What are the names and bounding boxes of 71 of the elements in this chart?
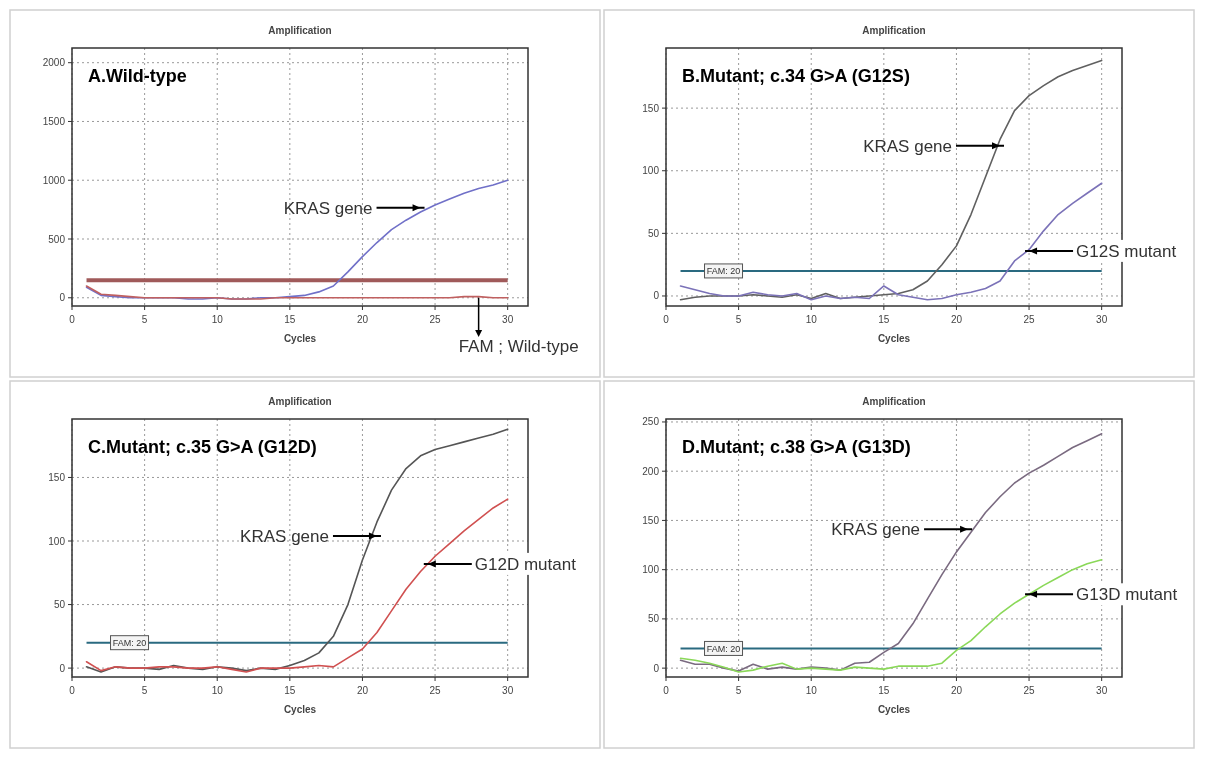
chart-title: Amplification [268, 396, 332, 407]
x-tick-label: 5 [141, 685, 148, 696]
annotation: G13D mutant [1076, 585, 1178, 605]
annotation: FAM ; Wild-type [458, 337, 579, 356]
y-tick-label: 150 [48, 471, 66, 483]
chart-title: Amplification [268, 25, 332, 36]
x-axis-title: Cycles [283, 704, 317, 715]
y-tick-label: 2000 [42, 57, 66, 69]
y-tick-label: 50 [647, 613, 660, 625]
y-tick-label: 100 [642, 165, 660, 177]
text: D.Mutant; c.38 G>A (G13D) [682, 437, 911, 457]
x-tick-label: 20 [950, 314, 963, 325]
x-tick-label: 0 [663, 685, 670, 696]
y-tick-label: 1500 [42, 115, 66, 127]
text: A.Wild-type [88, 66, 187, 86]
x-tick-label: 30 [1096, 685, 1108, 696]
x-tick-label: 15 [878, 685, 890, 696]
x-tick-label: 25 [429, 685, 442, 696]
x-tick-label: 25 [429, 314, 442, 325]
y-tick-label: 50 [647, 227, 660, 239]
x-tick-label: 15 [284, 314, 296, 325]
x-tick-label: 10 [805, 685, 818, 696]
x-axis-title: Cycles [877, 704, 911, 715]
x-tick-label: 10 [211, 685, 224, 696]
x-tick-label: 10 [805, 314, 818, 325]
x-tick-label: 30 [502, 685, 514, 696]
x-tick-label: 5 [735, 685, 742, 696]
annotation: KRAS gene [240, 526, 329, 546]
y-tick-label: 0 [59, 662, 66, 674]
x-tick-label: 30 [1096, 314, 1108, 325]
x-tick-label: 25 [1023, 314, 1036, 325]
y-tick-label: 100 [48, 535, 66, 547]
y-tick-label: 0 [59, 292, 66, 304]
x-axis-title: Cycles [877, 333, 911, 344]
x-tick-label: 15 [878, 314, 890, 325]
annotation: G12D mutant [474, 554, 577, 574]
y-tick-label: 50 [53, 599, 66, 611]
x-tick-label: 0 [69, 314, 76, 325]
x-axis-title: Cycles [283, 333, 317, 344]
chart-title: Amplification [862, 396, 926, 407]
x-tick-label: 20 [950, 685, 963, 696]
y-tick-label: 500 [48, 233, 66, 245]
text: C.Mutant; c.35 G>A (G12D) [88, 437, 317, 457]
x-tick-label: 5 [141, 314, 148, 325]
x-tick-label: 5 [735, 314, 742, 325]
chart-title: Amplification [862, 25, 926, 36]
x-tick-label: 25 [1023, 685, 1036, 696]
ref-line-label: FAM: 20 [112, 638, 147, 649]
y-tick-label: 150 [642, 102, 660, 114]
annotation: G12S mutant [1076, 241, 1177, 261]
x-tick-label: 0 [69, 685, 76, 696]
annotation: KRAS gene [863, 136, 953, 156]
line-series [85, 285, 509, 300]
y-tick-label: 150 [642, 514, 660, 526]
y-tick-label: 250 [642, 416, 660, 428]
ref-line-label: FAM: 20 [706, 266, 741, 277]
text: B.Mutant; c.34 G>A (G12S) [682, 66, 910, 86]
y-tick-label: 200 [642, 465, 660, 477]
y-tick-label: 0 [653, 290, 660, 302]
annotation: KRAS gene [283, 198, 373, 218]
y-tick-label: 0 [653, 662, 660, 674]
x-tick-label: 15 [284, 685, 296, 696]
y-tick-label: 100 [642, 564, 660, 576]
x-tick-label: 10 [211, 314, 224, 325]
x-tick-label: 0 [663, 314, 670, 325]
x-tick-label: 20 [356, 314, 369, 325]
x-tick-label: 30 [502, 314, 514, 325]
x-tick-label: 20 [356, 685, 369, 696]
annotation: KRAS gene [831, 520, 921, 540]
ref-line-label: FAM: 20 [706, 643, 741, 654]
y-tick-label: 1000 [42, 174, 66, 186]
